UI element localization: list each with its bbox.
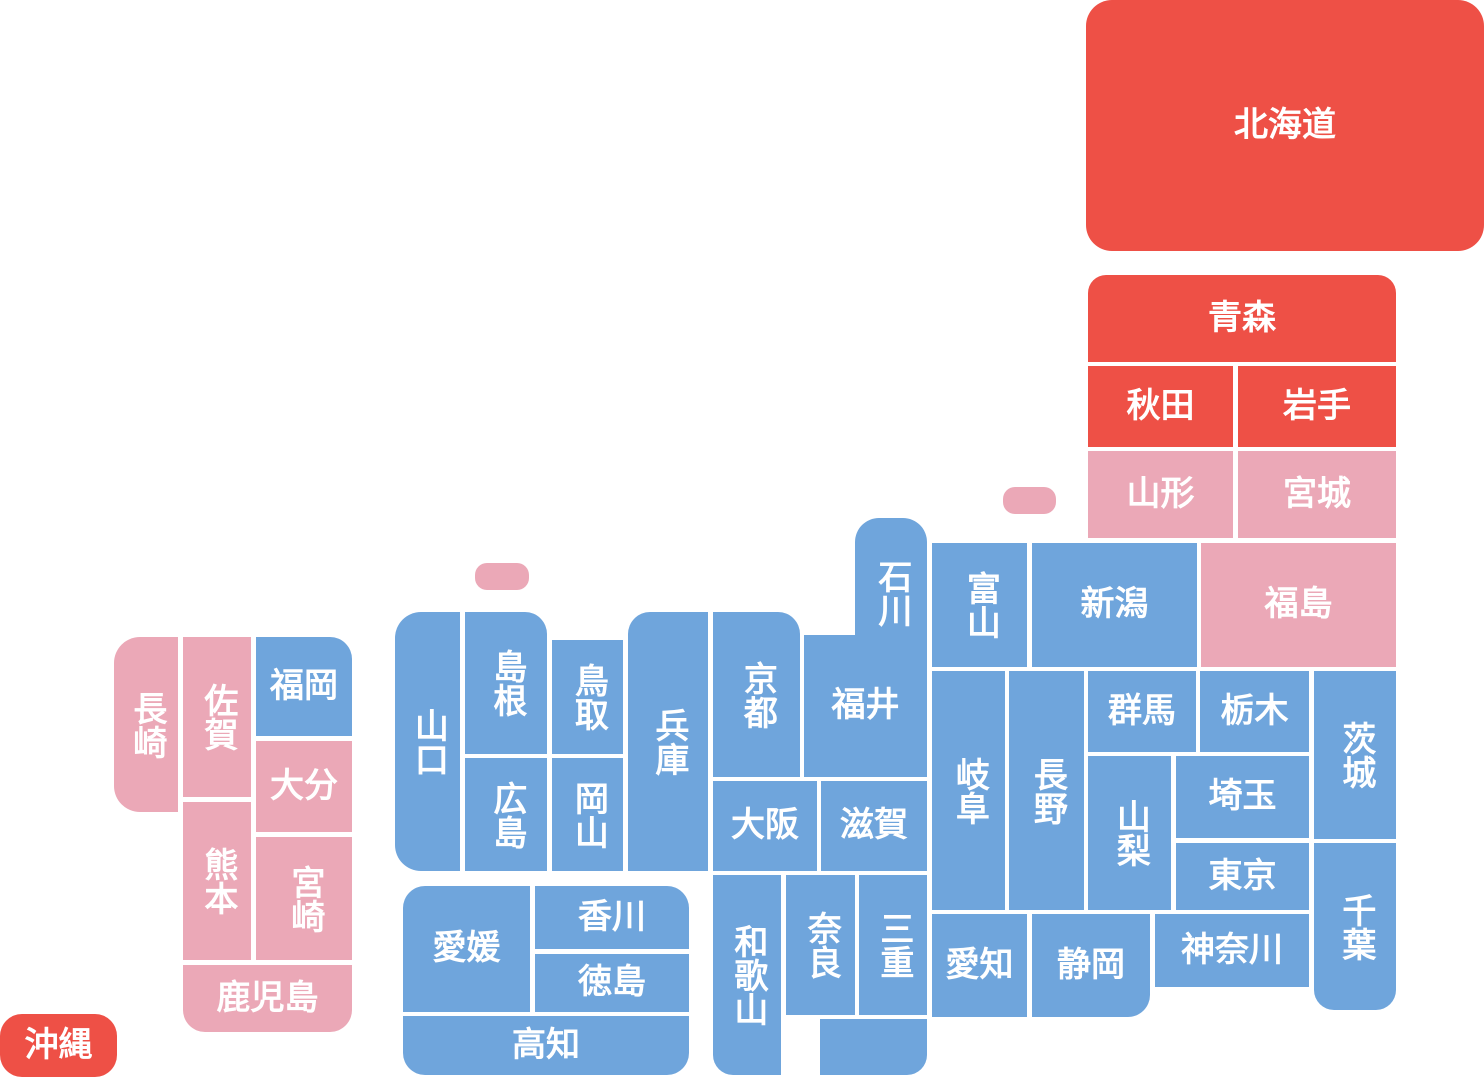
pref-gunma[interactable]: 群馬: [1088, 671, 1196, 752]
pref-miyagi[interactable]: 宮城: [1238, 451, 1396, 538]
pref-kumamoto[interactable]: 熊本: [183, 802, 251, 960]
pref-aomori[interactable]: 青森: [1088, 275, 1396, 362]
pref-osaka[interactable]: 大阪: [713, 781, 817, 871]
pref-hiroshima[interactable]: 広島: [465, 758, 547, 871]
pref-yamaguchi[interactable]: 山口: [395, 612, 460, 871]
pref-shiga[interactable]: 滋賀: [821, 781, 927, 871]
pref-ibaraki[interactable]: 茨城: [1314, 671, 1396, 839]
pref-nara[interactable]: 奈良: [786, 875, 855, 1015]
pref-aichi[interactable]: 愛知: [932, 914, 1027, 1017]
pref-akita[interactable]: 秋田: [1088, 366, 1233, 447]
pref-toyama[interactable]: 富山: [932, 543, 1027, 667]
oki-islands: [475, 563, 529, 590]
pref-nagano[interactable]: 長野: [1009, 671, 1084, 910]
pref-shimane[interactable]: 島根: [465, 612, 547, 754]
pref-kyoto[interactable]: 京都: [713, 612, 800, 777]
pref-shizuoka[interactable]: 静岡: [1032, 914, 1150, 1017]
sado-island: [1003, 487, 1056, 514]
pref-oita[interactable]: 大分: [256, 741, 352, 832]
pref-tokushima[interactable]: 徳島: [535, 954, 689, 1012]
pref-mie-south: [820, 1019, 927, 1075]
pref-okinawa[interactable]: 沖縄: [0, 1014, 117, 1077]
pref-yamagata[interactable]: 山形: [1088, 451, 1233, 538]
pref-fukui[interactable]: 福井: [804, 635, 927, 777]
pref-fukushima[interactable]: 福島: [1201, 543, 1396, 667]
pref-fukui-ext: [851, 671, 927, 679]
pref-saga[interactable]: 佐賀: [183, 637, 251, 797]
pref-niigata[interactable]: 新潟: [1032, 543, 1197, 667]
pref-kagawa[interactable]: 香川: [535, 886, 689, 949]
pref-kochi[interactable]: 高知: [403, 1016, 689, 1075]
pref-iwate[interactable]: 岩手: [1238, 366, 1396, 447]
pref-yamanashi[interactable]: 山梨: [1088, 756, 1171, 910]
pref-mie[interactable]: 三重: [859, 875, 927, 1015]
pref-hokkaido[interactable]: 北海道: [1086, 0, 1484, 251]
pref-saitama[interactable]: 埼玉: [1176, 756, 1309, 838]
pref-gifu[interactable]: 岐阜: [932, 671, 1005, 910]
pref-nagasaki[interactable]: 長崎: [114, 637, 178, 812]
pref-chiba[interactable]: 千葉: [1314, 843, 1396, 1010]
pref-tochigi[interactable]: 栃木: [1200, 671, 1309, 752]
pref-ehime[interactable]: 愛媛: [403, 886, 530, 1012]
pref-okayama[interactable]: 岡山: [552, 758, 623, 871]
pref-tottori[interactable]: 鳥取: [552, 640, 623, 754]
pref-hyogo[interactable]: 兵庫: [628, 612, 708, 871]
pref-tokyo[interactable]: 東京: [1176, 843, 1309, 910]
pref-miyazaki[interactable]: 宮崎: [256, 837, 352, 960]
pref-fukuoka[interactable]: 福岡: [256, 637, 352, 736]
pref-wakayama[interactable]: 和歌山: [713, 875, 781, 1075]
pref-kanagawa[interactable]: 神奈川: [1155, 914, 1309, 987]
pref-kagoshima[interactable]: 鹿児島: [183, 965, 352, 1032]
